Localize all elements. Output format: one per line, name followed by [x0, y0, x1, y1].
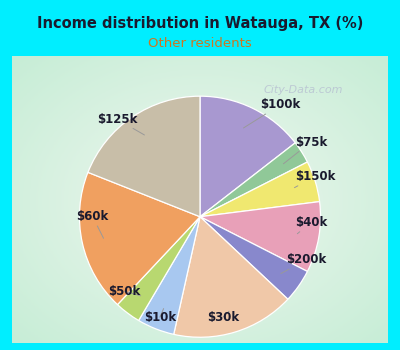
Text: City-Data.com: City-Data.com — [263, 85, 343, 96]
Text: $200k: $200k — [281, 253, 326, 274]
Text: Income distribution in Watauga, TX (%): Income distribution in Watauga, TX (%) — [37, 16, 363, 31]
Wedge shape — [200, 143, 308, 217]
Wedge shape — [200, 96, 295, 217]
Text: $125k: $125k — [97, 113, 144, 135]
Wedge shape — [88, 96, 200, 217]
Wedge shape — [80, 172, 200, 304]
Wedge shape — [200, 217, 308, 299]
Wedge shape — [118, 217, 200, 321]
Text: $150k: $150k — [294, 170, 335, 188]
Text: $10k: $10k — [144, 309, 176, 324]
Text: $60k: $60k — [76, 210, 109, 238]
Text: $50k: $50k — [108, 285, 141, 298]
Text: $75k: $75k — [284, 135, 327, 164]
Text: $100k: $100k — [244, 98, 300, 128]
Text: Other residents: Other residents — [148, 37, 252, 50]
Wedge shape — [174, 217, 288, 337]
Wedge shape — [200, 202, 320, 272]
Text: $30k: $30k — [207, 311, 239, 324]
Text: $40k: $40k — [295, 216, 327, 234]
Wedge shape — [200, 162, 320, 217]
Wedge shape — [139, 217, 200, 334]
